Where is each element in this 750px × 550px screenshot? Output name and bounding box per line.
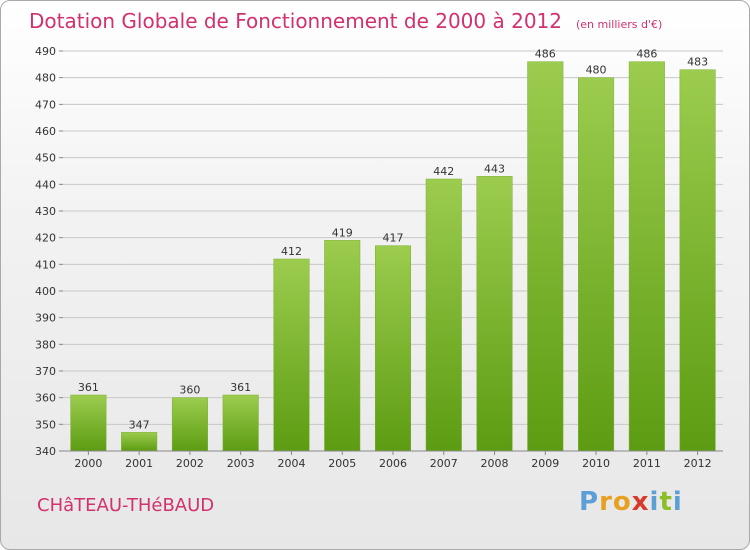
- data-labels: 361 347 360 361 412 419 417 442 443 486 480 486 483: [78, 48, 708, 432]
- proxiti-logo: Proxiti: [579, 487, 683, 517]
- title-row: Dotation Globale de Fonctionnement de 20…: [29, 9, 662, 33]
- y-tick-label: 450: [35, 152, 56, 165]
- bar: [578, 77, 615, 452]
- bar: [324, 240, 361, 452]
- x-tick-label: 2003: [227, 457, 255, 470]
- y-tick-label: 410: [35, 258, 56, 271]
- x-tick-label: 2011: [633, 457, 661, 470]
- y-tick-label: 430: [35, 205, 56, 218]
- bar: [222, 394, 259, 452]
- data-label: 443: [484, 162, 505, 175]
- data-label: 483: [687, 56, 708, 69]
- x-tick-label: 2001: [125, 457, 153, 470]
- bar: [425, 178, 462, 452]
- x-tick-label: 2007: [430, 457, 458, 470]
- bar: [70, 394, 107, 452]
- logo-letter: i: [649, 487, 660, 517]
- logo-letter: i: [672, 487, 683, 517]
- logo-letter: P: [579, 487, 600, 517]
- commune-name: CHâTEAU-THéBAUD: [37, 495, 215, 516]
- x-tick-label: 2009: [531, 457, 559, 470]
- bar: [679, 69, 716, 452]
- x-tick-label: 2008: [481, 457, 509, 470]
- bars: [70, 61, 716, 452]
- y-axis-ticks: 340 350 360 370 380 390 400 410 420 430 440 450 460 4…: [35, 45, 63, 458]
- y-tick-label: 360: [35, 392, 56, 405]
- data-label: 419: [332, 226, 353, 239]
- bar: [273, 258, 310, 452]
- data-label: 486: [636, 48, 657, 61]
- chart-unit: (en milliers d'€): [576, 18, 663, 31]
- data-label: 412: [281, 245, 302, 258]
- y-tick-label: 460: [35, 125, 56, 138]
- logo-letter: o: [612, 487, 632, 517]
- data-label: 442: [433, 165, 454, 178]
- bar: [476, 176, 513, 452]
- data-label: 360: [179, 384, 200, 397]
- x-tick-label: 2005: [328, 457, 356, 470]
- data-label: 480: [586, 64, 607, 77]
- y-tick-label: 400: [35, 285, 56, 298]
- x-tick-label: 2010: [582, 457, 610, 470]
- x-tick-label: 2006: [379, 457, 407, 470]
- chart-title: Dotation Globale de Fonctionnement de 20…: [29, 9, 562, 33]
- x-tick-label: 2002: [176, 457, 204, 470]
- y-tick-label: 440: [35, 178, 56, 191]
- x-axis-ticks: 2000 2001 2002 2003 2004 2005 2006 2007 2008 2009…: [74, 451, 712, 470]
- x-tick-label: 2012: [684, 457, 712, 470]
- logo-letter: x: [631, 487, 650, 517]
- y-tick-label: 390: [35, 312, 56, 325]
- y-tick-label: 490: [35, 45, 56, 58]
- x-tick-label: 2000: [74, 457, 102, 470]
- data-label: 347: [129, 418, 150, 431]
- y-tick-label: 420: [35, 232, 56, 245]
- y-tick-label: 470: [35, 98, 56, 111]
- bar: [374, 245, 412, 452]
- y-tick-label: 340: [35, 445, 56, 458]
- data-label: 361: [78, 381, 99, 394]
- data-label: 486: [535, 48, 556, 61]
- data-label: 361: [230, 381, 251, 394]
- y-tick-label: 370: [35, 365, 56, 378]
- y-tick-label: 350: [35, 418, 56, 431]
- bar: [628, 61, 665, 452]
- logo-letter: t: [659, 487, 673, 517]
- bar: [121, 432, 158, 452]
- y-tick-label: 480: [35, 72, 56, 85]
- data-label: 417: [383, 232, 404, 245]
- x-tick-label: 2004: [277, 457, 305, 470]
- y-tick-label: 380: [35, 338, 56, 351]
- bar: [527, 61, 564, 452]
- logo-letter: r: [599, 487, 613, 517]
- bar: [171, 397, 208, 452]
